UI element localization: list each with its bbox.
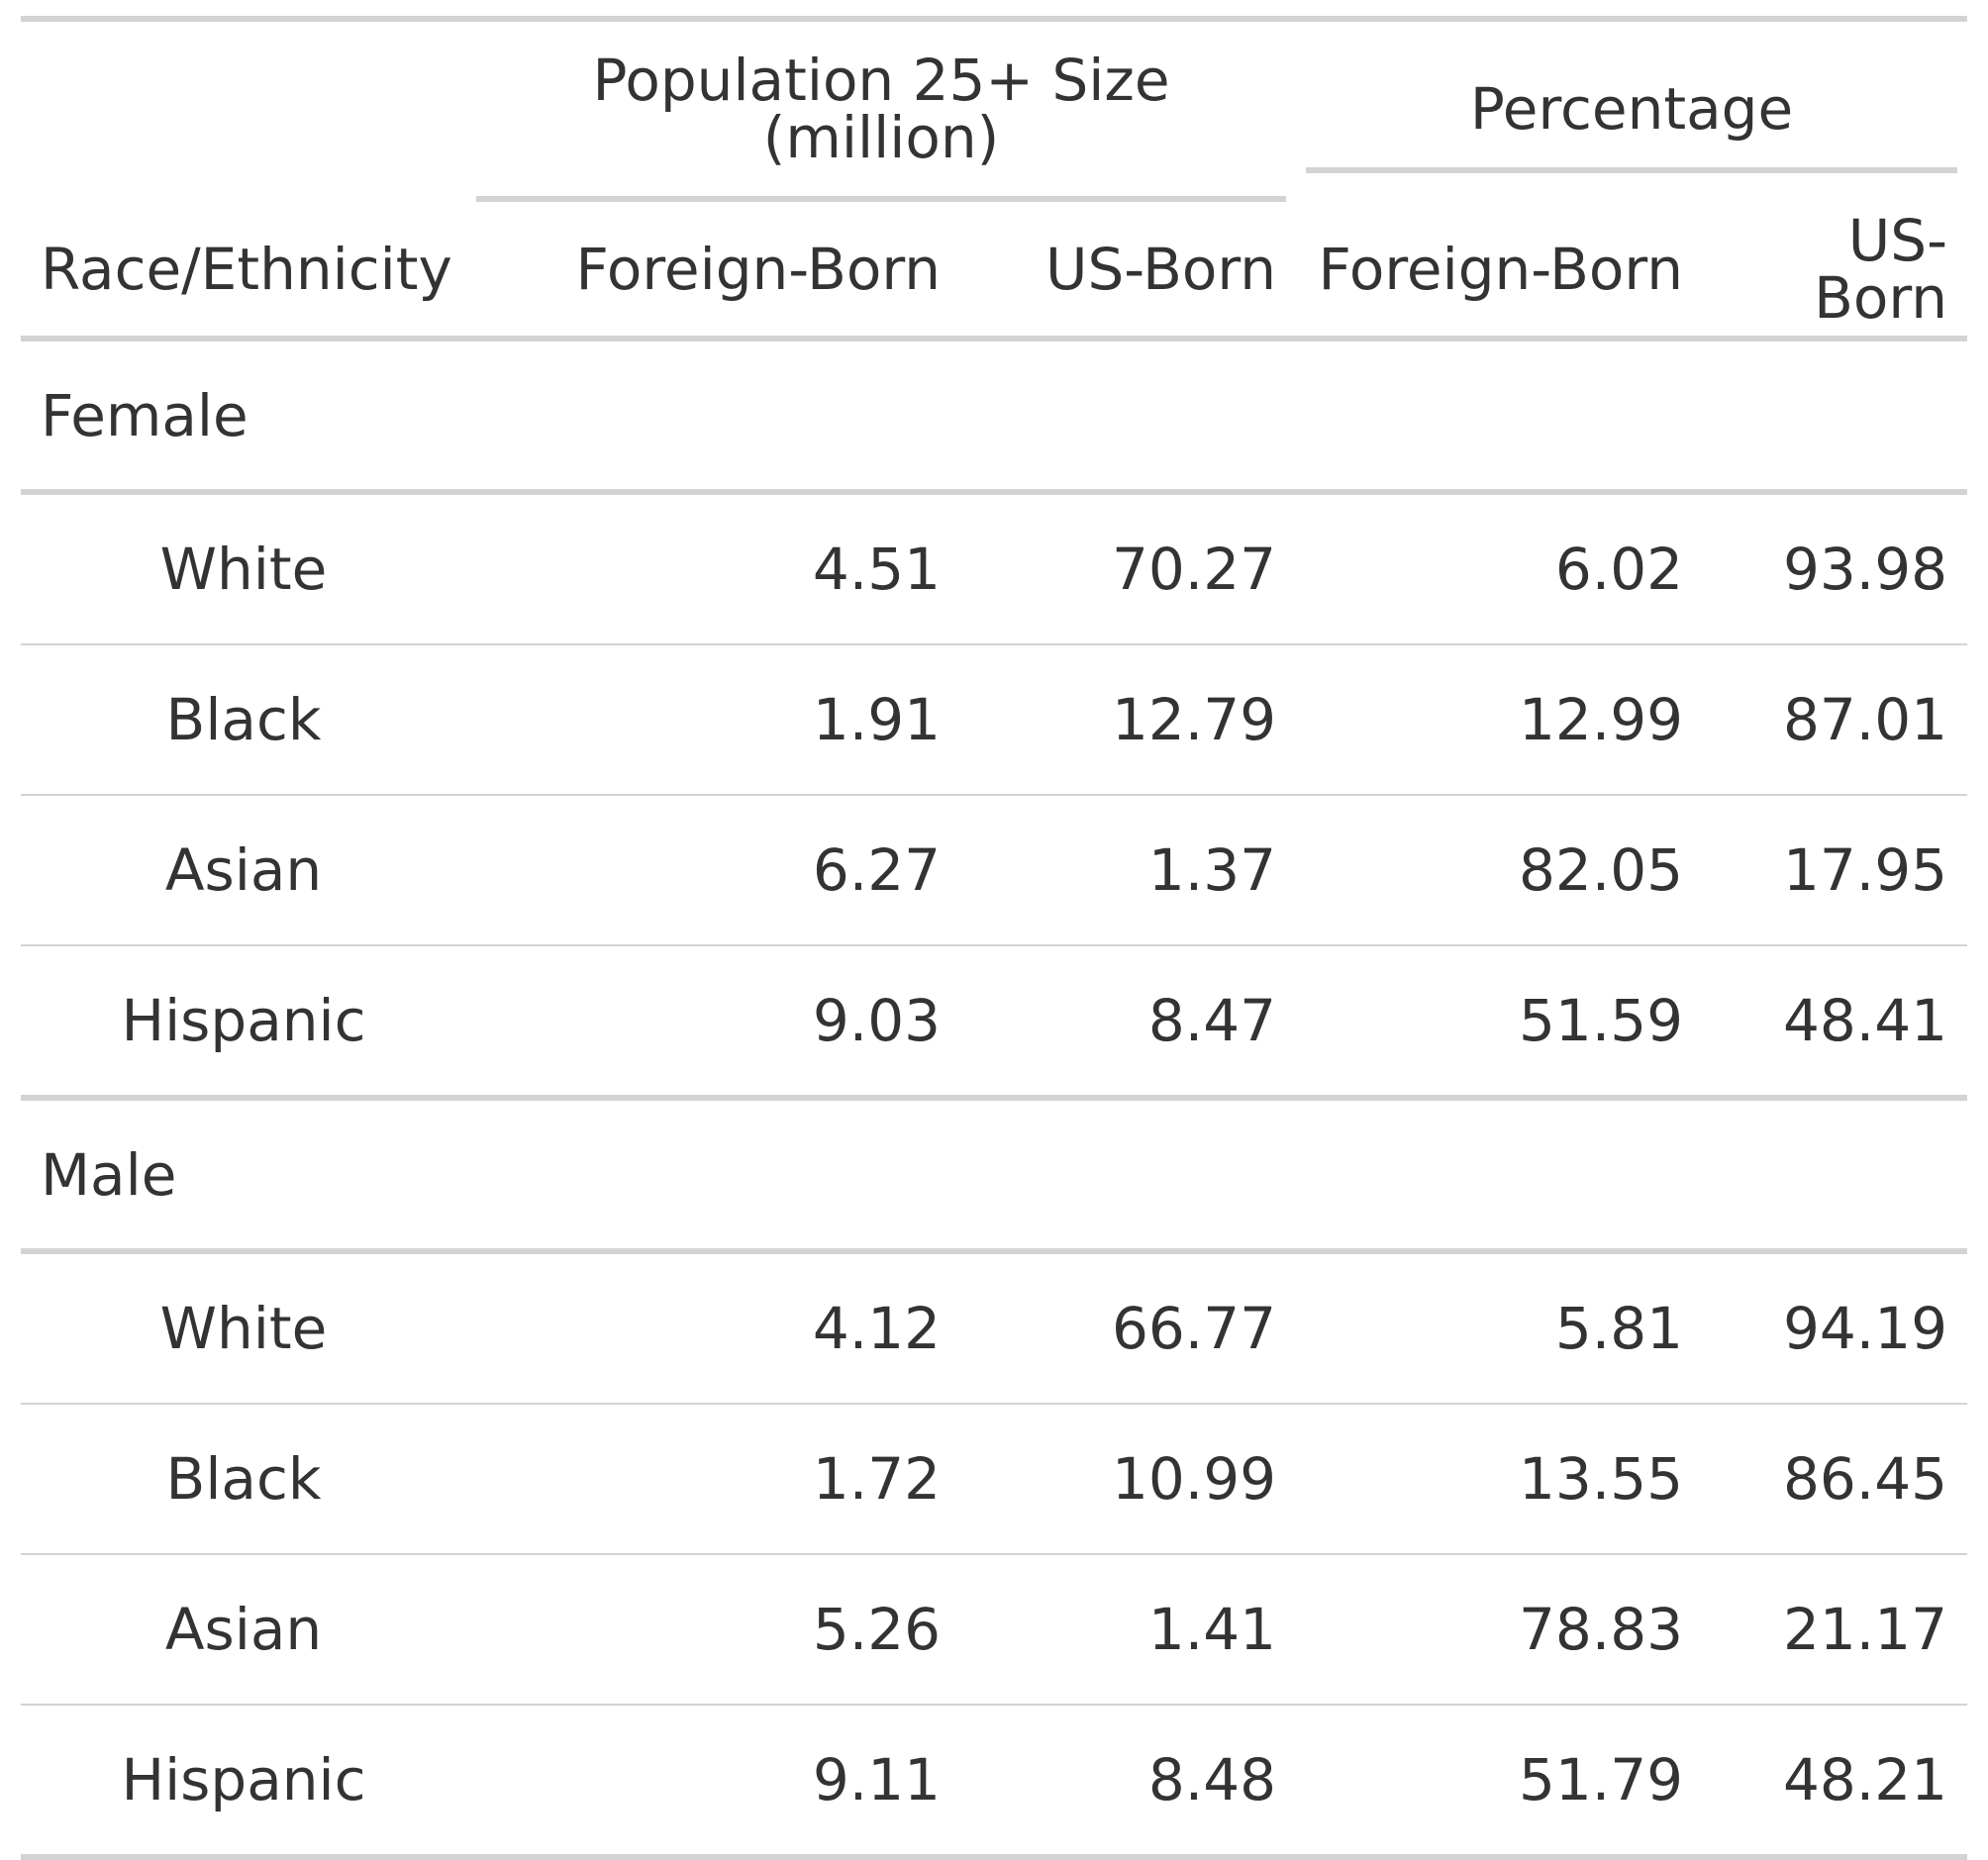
row-label-race: White	[21, 492, 466, 645]
column-header-pct-foreign-born: Foreign-Born	[1296, 202, 1703, 342]
row-label-race: Black	[21, 644, 466, 796]
cell-pct-foreign-born: 5.81	[1296, 1251, 1703, 1405]
column-header-pop-us-born: US-Born	[960, 202, 1296, 342]
row-label-race: White	[21, 1251, 466, 1405]
group-label: Female	[21, 339, 1967, 495]
table-row: White 4.12 66.77 5.81 94.19	[21, 1251, 1967, 1405]
spanner-row: Population 25+ Size (million) Percentage	[21, 22, 1967, 202]
group-row: Male	[21, 1098, 1967, 1254]
spanner-empty	[21, 22, 466, 202]
row-label-race: Asian	[21, 1554, 466, 1706]
cell-pct-foreign-born: 6.02	[1296, 492, 1703, 645]
cell-pct-us-born: 48.21	[1703, 1705, 1967, 1860]
cell-pop-foreign-born: 9.03	[466, 945, 960, 1101]
cell-pop-us-born: 12.79	[960, 644, 1296, 796]
column-header-race: Race/Ethnicity	[21, 202, 466, 342]
cell-pct-us-born: 86.45	[1703, 1404, 1967, 1555]
cell-pct-foreign-born: 13.55	[1296, 1404, 1703, 1555]
cell-pop-us-born: 8.47	[960, 945, 1296, 1101]
cell-pop-us-born: 1.41	[960, 1554, 1296, 1706]
row-label-race: Hispanic	[21, 945, 466, 1101]
cell-pct-us-born: 93.98	[1703, 492, 1967, 645]
cell-pct-foreign-born: 78.83	[1296, 1554, 1703, 1706]
cell-pop-foreign-born: 4.51	[466, 492, 960, 645]
row-label-race: Black	[21, 1404, 466, 1555]
cell-pop-foreign-born: 4.12	[466, 1251, 960, 1405]
cell-pct-us-born: 94.19	[1703, 1251, 1967, 1405]
cell-pct-us-born: 48.41	[1703, 945, 1967, 1101]
table-row: Black 1.72 10.99 13.55 86.45	[21, 1404, 1967, 1555]
table-row: Black 1.91 12.79 12.99 87.01	[21, 644, 1967, 796]
cell-pop-foreign-born: 1.91	[466, 644, 960, 796]
table-row: Asian 6.27 1.37 82.05 17.95	[21, 795, 1967, 946]
cell-pop-us-born: 10.99	[960, 1404, 1296, 1555]
table-row: White 4.51 70.27 6.02 93.98	[21, 492, 1967, 645]
cell-pop-us-born: 70.27	[960, 492, 1296, 645]
row-label-race: Asian	[21, 795, 466, 946]
cell-pop-us-born: 1.37	[960, 795, 1296, 946]
group-label: Male	[21, 1098, 1967, 1254]
table-row: Hispanic 9.11 8.48 51.79 48.21	[21, 1705, 1967, 1860]
spanner-percentage: Percentage	[1296, 22, 1967, 202]
table-row: Asian 5.26 1.41 78.83 21.17	[21, 1554, 1967, 1706]
cell-pop-foreign-born: 6.27	[466, 795, 960, 946]
cell-pop-foreign-born: 9.11	[466, 1705, 960, 1860]
cell-pop-foreign-born: 1.72	[466, 1404, 960, 1555]
cell-pop-us-born: 8.48	[960, 1705, 1296, 1860]
column-header-pop-foreign-born: Foreign-Born	[466, 202, 960, 342]
cell-pct-foreign-born: 82.05	[1296, 795, 1703, 946]
table-row: Hispanic 9.03 8.47 51.59 48.41	[21, 945, 1967, 1101]
cell-pct-foreign-born: 12.99	[1296, 644, 1703, 796]
cell-pct-us-born: 21.17	[1703, 1554, 1967, 1706]
group-row: Female	[21, 339, 1967, 495]
data-table: Population 25+ Size (million) Percentage…	[21, 16, 1967, 1860]
cell-pct-foreign-born: 51.79	[1296, 1705, 1703, 1860]
cell-pop-us-born: 66.77	[960, 1251, 1296, 1405]
cell-pct-us-born: 17.95	[1703, 795, 1967, 946]
row-label-race: Hispanic	[21, 1705, 466, 1860]
cell-pct-foreign-born: 51.59	[1296, 945, 1703, 1101]
column-header-row: Race/Ethnicity Foreign-Born US-Born Fore…	[21, 202, 1967, 342]
column-header-pct-us-born: US-Born	[1703, 202, 1967, 342]
cell-pct-us-born: 87.01	[1703, 644, 1967, 796]
spanner-population: Population 25+ Size (million)	[466, 22, 1296, 202]
cell-pop-foreign-born: 5.26	[466, 1554, 960, 1706]
table-body: Female White 4.51 70.27 6.02 93.98 Black 1.91 12…	[21, 339, 1967, 1860]
